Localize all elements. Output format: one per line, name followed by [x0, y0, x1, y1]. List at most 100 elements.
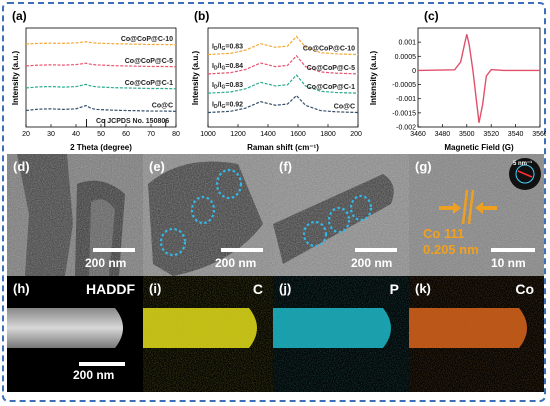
scale-bar-h [79, 362, 125, 366]
y-tick-label: 0.001 [398, 40, 416, 47]
raman-xlabel: Raman shift (cm⁻¹) [247, 143, 319, 152]
series-line-1 [25, 62, 177, 68]
series-line-2 [207, 74, 359, 94]
hrtem-image-g: (g) 5 nm⁻¹ Co 111 0.205 nm 10 nm [409, 154, 544, 276]
highlight-circle-e3 [159, 227, 187, 257]
x-tick-label: 2000 [350, 131, 362, 138]
epr-xlabel: Magnetic Field (G) [444, 143, 514, 152]
xrd-xlabel: 2 Theta (degree) [70, 143, 132, 152]
series-label-1: Co@CoP@C-5 [307, 65, 355, 72]
lattice-marker [439, 189, 497, 225]
eds-map-co: (k) Co [409, 276, 544, 392]
plot-raman: (b) 1000 1200 1400 1600 1800 2000 Co@CoP@C-10 I… [191, 9, 362, 152]
raman-plot-area: 1000 1200 1400 1600 1800 2000 Co@CoP@C-10 ID/IG… [200, 35, 362, 138]
series-label-3: Co@C [152, 102, 173, 109]
panel-label-b: (b) [194, 9, 209, 23]
y-tick-label: -0.002 [396, 125, 416, 132]
panel-label-c: (c) [424, 9, 439, 23]
id-ig-ratio-2: ID/IG=0.83 [212, 82, 243, 91]
x-tick-label: 80 [172, 131, 180, 138]
eds-rod-c [143, 276, 273, 392]
tem-texture-d [7, 154, 143, 276]
series-line-3 [207, 94, 359, 114]
scale-text-e: 200 nm [215, 256, 257, 270]
haadf-rod-h [7, 308, 123, 348]
scale-text-f: 200 nm [351, 256, 393, 270]
epr-ylabel: Intensity (a.u.) [369, 51, 378, 106]
hrtem-texture-g [409, 154, 544, 276]
x-tick-label: 1800 [320, 131, 336, 138]
y-tick-label: 0 [412, 68, 416, 75]
series-label-0: Co@CoP@C-10 [121, 36, 173, 43]
x-tick-label: 3500 [459, 131, 475, 138]
x-tick-label: 1400 [260, 131, 276, 138]
plot-epr: (c) 3460 3480 3500 3520 3540 3560 0.001 0.0005 0… [369, 9, 546, 152]
series-line-0 [207, 35, 359, 56]
series-label-1: Co@CoP@C-5 [125, 58, 173, 65]
scale-text-g: 10 nm [491, 256, 526, 270]
panel-label-j: (j) [279, 281, 292, 296]
y-tick-label: 0.0005 [395, 54, 417, 61]
tem-image-f: (f) 200 nm [273, 154, 409, 276]
scale-bar-g [491, 248, 535, 252]
lattice-label: Co 111 [423, 226, 465, 241]
id-ig-ratio-3: ID/IG=0.92 [212, 102, 243, 111]
fft-scale-text: 5 nm⁻¹ [513, 161, 533, 167]
epr-plot-area: 3460 3480 3500 3520 3540 3560 0.001 0.0005 0 -0.0… [392, 34, 546, 138]
eds-rod-p [273, 276, 409, 392]
panel-label-i: (i) [149, 281, 162, 296]
scale-text-h: 200 nm [73, 368, 115, 382]
eds-rod-co [409, 276, 544, 392]
series-label-0: Co@CoP@C-10 [303, 46, 355, 53]
highlight-circle-f2 [327, 206, 351, 234]
series-label-2: Co@CoP@C-1 [125, 80, 173, 87]
x-tick-label: 60 [122, 131, 130, 138]
epr-line [417, 34, 540, 123]
x-tick-label: 40 [72, 131, 80, 138]
xrd-ylabel: Intensity (a.u.) [11, 51, 20, 106]
raman-ylabel: Intensity (a.u.) [191, 51, 200, 106]
eds-map-c: (i) C [143, 276, 273, 392]
highlight-circle-e1 [215, 168, 243, 200]
x-tick-label: 20 [22, 131, 30, 138]
x-tick-label: 3540 [508, 131, 524, 138]
tem-texture-e [143, 154, 273, 276]
tem-texture-f [273, 154, 409, 276]
y-tick-label: -0.0005 [392, 82, 416, 89]
x-tick-label: 1600 [290, 131, 306, 138]
tem-image-d: (d) 200 nm [7, 154, 143, 276]
series-line-0 [25, 41, 177, 46]
scale-bar-d [93, 248, 135, 252]
highlight-circle-f3 [349, 194, 373, 222]
d-spacing-label: 0.205 nm [423, 242, 479, 257]
panel-label-d: (d) [13, 159, 30, 174]
highlight-circle-f1 [302, 220, 328, 248]
x-tick-label: 50 [97, 131, 105, 138]
map-title-k: Co [515, 281, 534, 297]
scale-text-d: 200 nm [85, 256, 127, 270]
panel-label-a: (a) [12, 9, 27, 23]
tem-image-e: (e) 200 nm [143, 154, 273, 276]
raman-axes-frame [207, 27, 359, 128]
series-line-3 [25, 104, 177, 112]
panel-label-h: (h) [13, 281, 30, 296]
x-tick-label: 1000 [200, 131, 216, 138]
series-label-3: Co@C [334, 104, 355, 111]
x-tick-label: 30 [47, 131, 55, 138]
map-title-h: HADDF [86, 281, 135, 297]
plot-xrd: (a) 20 30 40 50 60 70 80 Co@CoP@C-10 Co@CoP@C-5 C… [11, 9, 180, 152]
panel-label-k: (k) [415, 281, 431, 296]
map-title-j: P [389, 281, 399, 297]
xrd-plot-area: 20 30 40 50 60 70 80 Co@CoP@C-10 Co@CoP@C-5 Co@Co… [22, 36, 180, 138]
panel-label-g: (g) [415, 159, 432, 174]
x-tick-label: 3560 [532, 131, 546, 138]
series-line-2 [25, 83, 177, 90]
id-ig-ratio-0: ID/IG=0.83 [212, 44, 243, 53]
y-tick-label: -0.001 [396, 96, 416, 103]
highlight-circle-e2 [190, 195, 216, 225]
series-line-1 [207, 54, 359, 75]
xrd-annotation: Co JCPDS No. 150806 [96, 118, 169, 125]
x-tick-label: 3520 [483, 131, 499, 138]
x-tick-label: 3460 [410, 131, 426, 138]
